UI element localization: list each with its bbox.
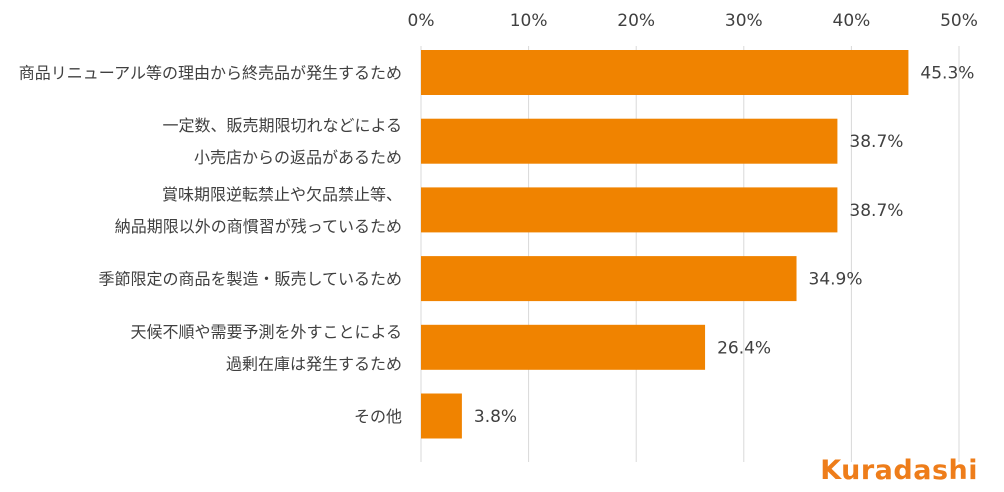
bar [421, 118, 838, 164]
bar [421, 393, 462, 439]
x-tick-label: 50% [940, 11, 978, 31]
data-label: 45.3% [920, 64, 974, 84]
kuradashi-logo: Kuradashi [820, 455, 978, 486]
category-label: 過剰在庫は発生するため [226, 354, 402, 373]
data-label: 26.4% [717, 338, 771, 358]
category-label: 天候不順や需要予測を外すことによる [130, 322, 402, 341]
data-label: 34.9% [809, 270, 863, 290]
x-tick-label: 30% [725, 11, 763, 31]
x-tick-label: 10% [510, 11, 548, 31]
bar [421, 256, 797, 302]
bar [421, 50, 909, 95]
category-label: 納品期限以外の商慣習が残っているため [115, 217, 402, 236]
category-label: 商品リニューアル等の理由から終売品が発生するため [19, 64, 402, 83]
bar [421, 324, 706, 370]
data-label: 3.8% [474, 407, 517, 427]
category-label: 一定数、販売期限切れなどによる [162, 116, 402, 135]
category-label: 季節限定の商品を製造・販売しているため [98, 270, 402, 289]
category-label: 賞味期限逆転禁止や欠品禁止等、 [162, 185, 402, 204]
bar [421, 187, 838, 233]
data-label: 38.7% [849, 201, 903, 221]
data-label: 38.7% [849, 132, 903, 152]
x-tick-label: 20% [617, 11, 655, 31]
category-label: その他 [354, 407, 402, 426]
x-tick-label: 0% [408, 11, 435, 31]
category-label: 小売店からの返品があるため [194, 148, 402, 167]
x-tick-label: 40% [833, 11, 871, 31]
